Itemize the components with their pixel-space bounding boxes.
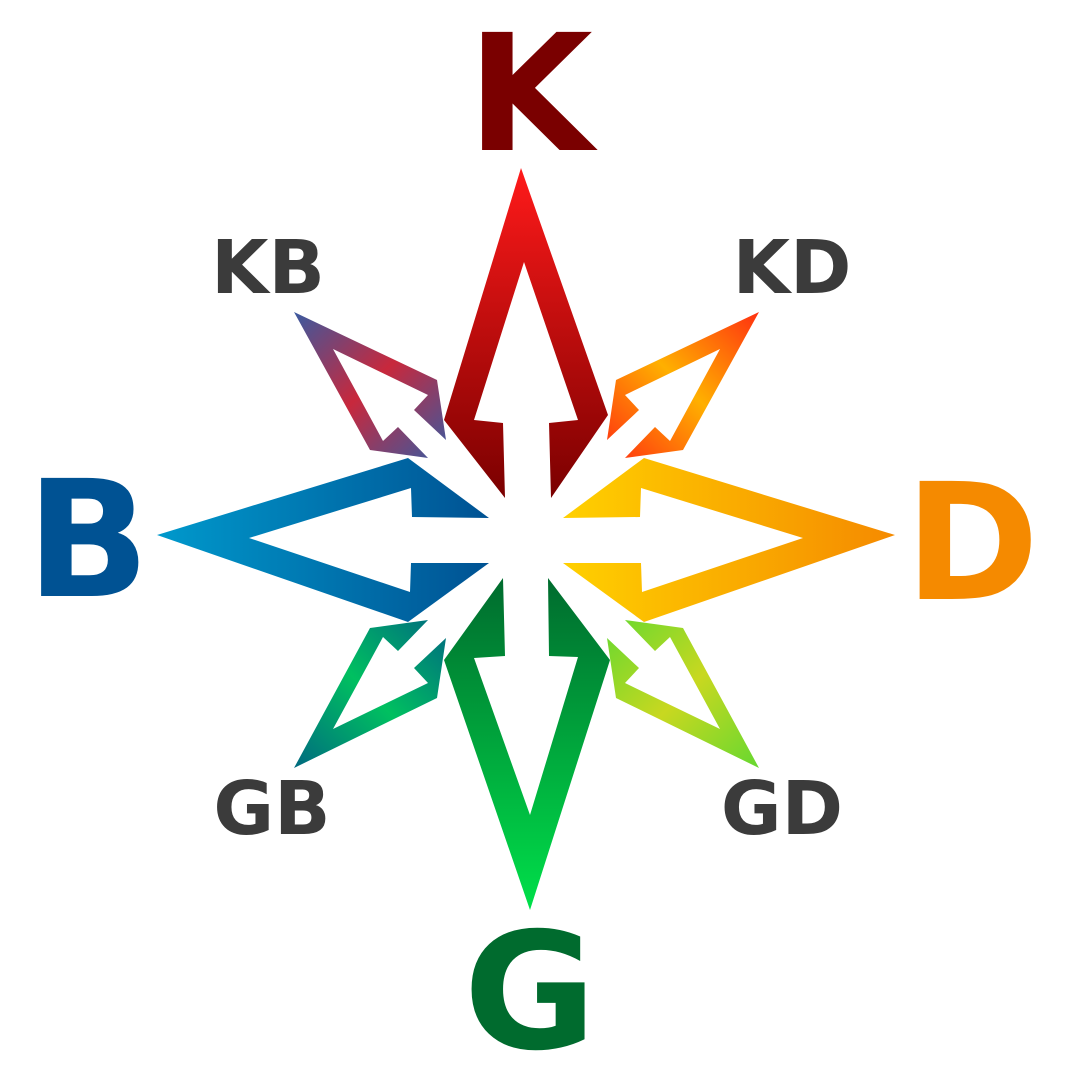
label-north-west: KB [211,225,325,311]
label-north: K [467,1,598,189]
north-west-arrow [294,312,446,458]
south-east-arrow [607,620,759,768]
west-arrow [157,458,489,622]
label-south: G [464,899,597,1080]
label-south-west: GB [213,766,330,852]
south-west-arrow [294,620,446,768]
label-east: D [905,450,1039,638]
north-east-arrow [607,312,759,458]
label-north-east: KD [733,225,852,311]
north-arrow [444,168,608,498]
east-arrow [563,458,895,622]
label-west: B [26,447,149,635]
south-arrow [444,578,610,910]
label-south-east: GD [721,766,843,852]
